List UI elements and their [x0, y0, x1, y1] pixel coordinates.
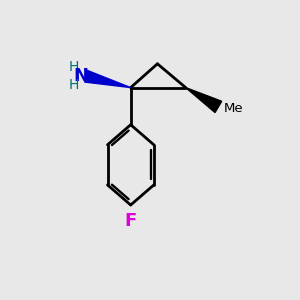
- Text: H: H: [69, 60, 80, 74]
- Text: F: F: [124, 212, 137, 230]
- Polygon shape: [186, 88, 222, 112]
- Polygon shape: [85, 70, 131, 88]
- Text: N: N: [74, 67, 88, 85]
- Text: Me: Me: [224, 102, 243, 115]
- Text: H: H: [69, 78, 80, 92]
